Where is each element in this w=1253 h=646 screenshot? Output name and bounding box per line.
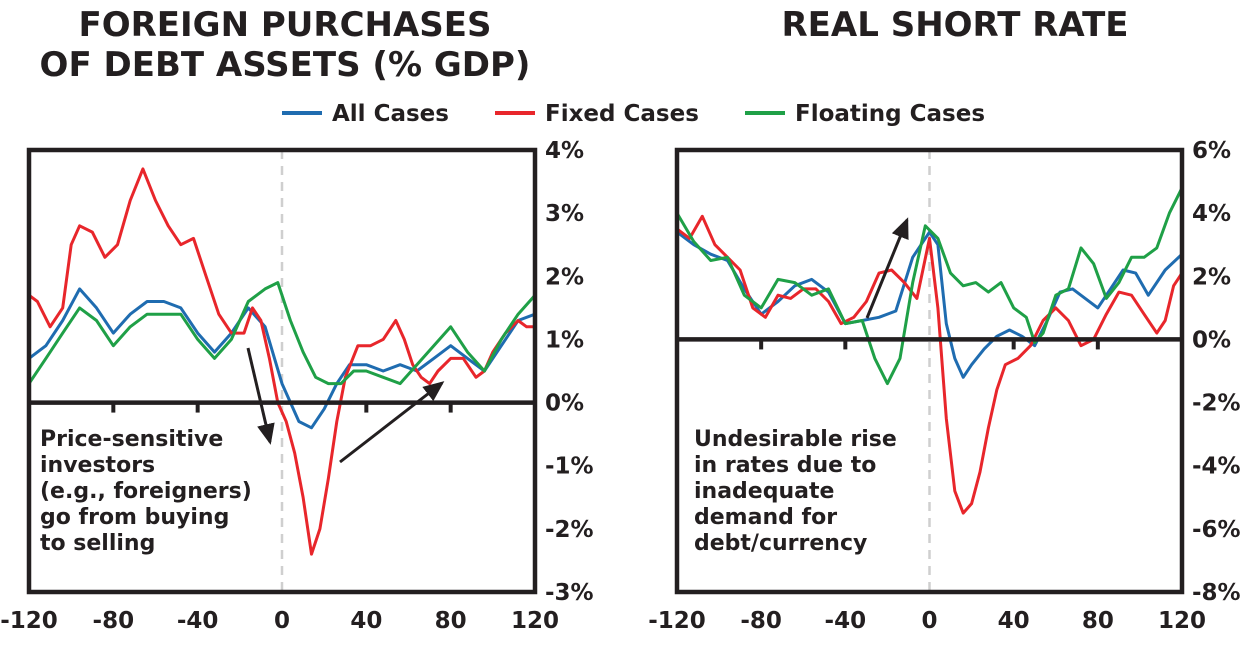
right-chart-x-tick-label-120: 120 <box>1158 608 1206 634</box>
left-chart-x-tick-label-80: -80 <box>93 608 135 634</box>
right-chart-x-tick-label-120: -120 <box>648 608 706 634</box>
right-chart-y-tick-label-0: 0% <box>1192 327 1231 353</box>
right-chart-x-tick-label-80: -80 <box>740 608 782 634</box>
right-annotation-line-4: demand for <box>694 505 837 530</box>
right-chart-series-all-cases <box>675 230 1184 379</box>
right-annotation-line-1: Undesirable rise <box>694 427 897 452</box>
left-annotation-line-5: to selling <box>40 531 155 556</box>
legend-label-all-cases: All Cases <box>332 101 449 127</box>
right-chart-y-tick-label-2: 2% <box>1192 264 1231 290</box>
right-chart-y-tick-label-4: -4% <box>1192 454 1241 480</box>
left-chart-y-tick-label-2: 2% <box>545 264 584 290</box>
right-annotation-line-5: debt/currency <box>694 531 867 556</box>
right-annotation-line-2: in rates due to <box>694 453 876 478</box>
right-chart-x-tick-label-40: 40 <box>998 608 1030 634</box>
right-arrow-up <box>865 217 909 319</box>
left-chart-y-tick-label-0: 0% <box>545 391 584 417</box>
right-chart-x-tick-label-0: 0 <box>921 608 937 634</box>
right-annotation: Undesirable rise in rates due to inadequ… <box>694 427 904 556</box>
left-annotation-line-2: investors <box>40 453 155 478</box>
left-chart-x-tick-label-120: -120 <box>0 608 58 634</box>
right-chart: -120 -80 -40 0 40 80 120 6% 4% 2% 0% -2% -4% -6% -8% <box>648 138 1240 634</box>
right-chart-y-tick-label-6: 6% <box>1192 138 1231 164</box>
right-chart-series-floating-cases <box>675 186 1184 386</box>
left-chart-y-tick-label-3: 3% <box>545 201 584 227</box>
left-chart: -120 -80 -40 0 40 80 120 4% 3% 2% 1% 0% -1% -2% -3% <box>0 138 593 634</box>
right-chart-x-tick-label-80: 80 <box>1082 608 1114 634</box>
left-chart-y-tick-label-2: -2% <box>545 517 594 543</box>
left-chart-series-floating-cases <box>27 281 537 386</box>
left-chart-y-tick-label-1: -1% <box>545 454 594 480</box>
left-chart-y-tick-label-3: -3% <box>545 580 594 606</box>
right-chart-y-tick-label-4: 4% <box>1192 201 1231 227</box>
left-arrow-down <box>246 347 275 445</box>
right-annotation-line-3: inadequate <box>694 479 834 504</box>
left-chart-x-tick-label-40: -40 <box>177 608 219 634</box>
left-annotation-line-4: go from buying <box>40 505 229 530</box>
right-chart-series-fixed-cases <box>675 214 1184 515</box>
right-chart-x-tick-label-40: -40 <box>825 608 867 634</box>
left-chart-title-line-1: FOREIGN PURCHASES <box>78 5 491 45</box>
right-chart-title: REAL SHORT RATE <box>781 5 1128 45</box>
left-chart-series-fixed-cases <box>27 167 537 556</box>
left-annotation: Price-sensitive investors (e.g., foreign… <box>40 427 259 556</box>
left-chart-x-tick-label-120: 120 <box>511 608 559 634</box>
left-chart-title-line-2: OF DEBT ASSETS (% GDP) <box>40 45 531 85</box>
left-chart-x-tick-label-40: 40 <box>350 608 382 634</box>
right-chart-y-tick-label-8: -8% <box>1192 580 1241 606</box>
right-chart-plot-frame <box>674 147 1185 595</box>
left-chart-y-tick-label-1: 1% <box>545 327 584 353</box>
left-annotation-line-3: (e.g., foreigners) <box>40 479 252 504</box>
legend-label-fixed-cases: Fixed Cases <box>545 101 699 127</box>
left-annotation-line-1: Price-sensitive <box>40 427 223 452</box>
right-chart-y-tick-label-6: -6% <box>1192 517 1241 543</box>
left-chart-x-tick-label-0: 0 <box>274 608 290 634</box>
left-arrow-up <box>339 381 445 464</box>
left-chart-plot-frame <box>26 147 538 595</box>
left-chart-y-tick-label-4: 4% <box>545 138 584 164</box>
legend-label-floating-cases: Floating Cases <box>795 101 985 127</box>
right-chart-y-tick-label-2: -2% <box>1192 391 1241 417</box>
left-chart-x-tick-label-80: 80 <box>435 608 467 634</box>
legend: All Cases Fixed Cases Floating Cases <box>282 101 985 127</box>
